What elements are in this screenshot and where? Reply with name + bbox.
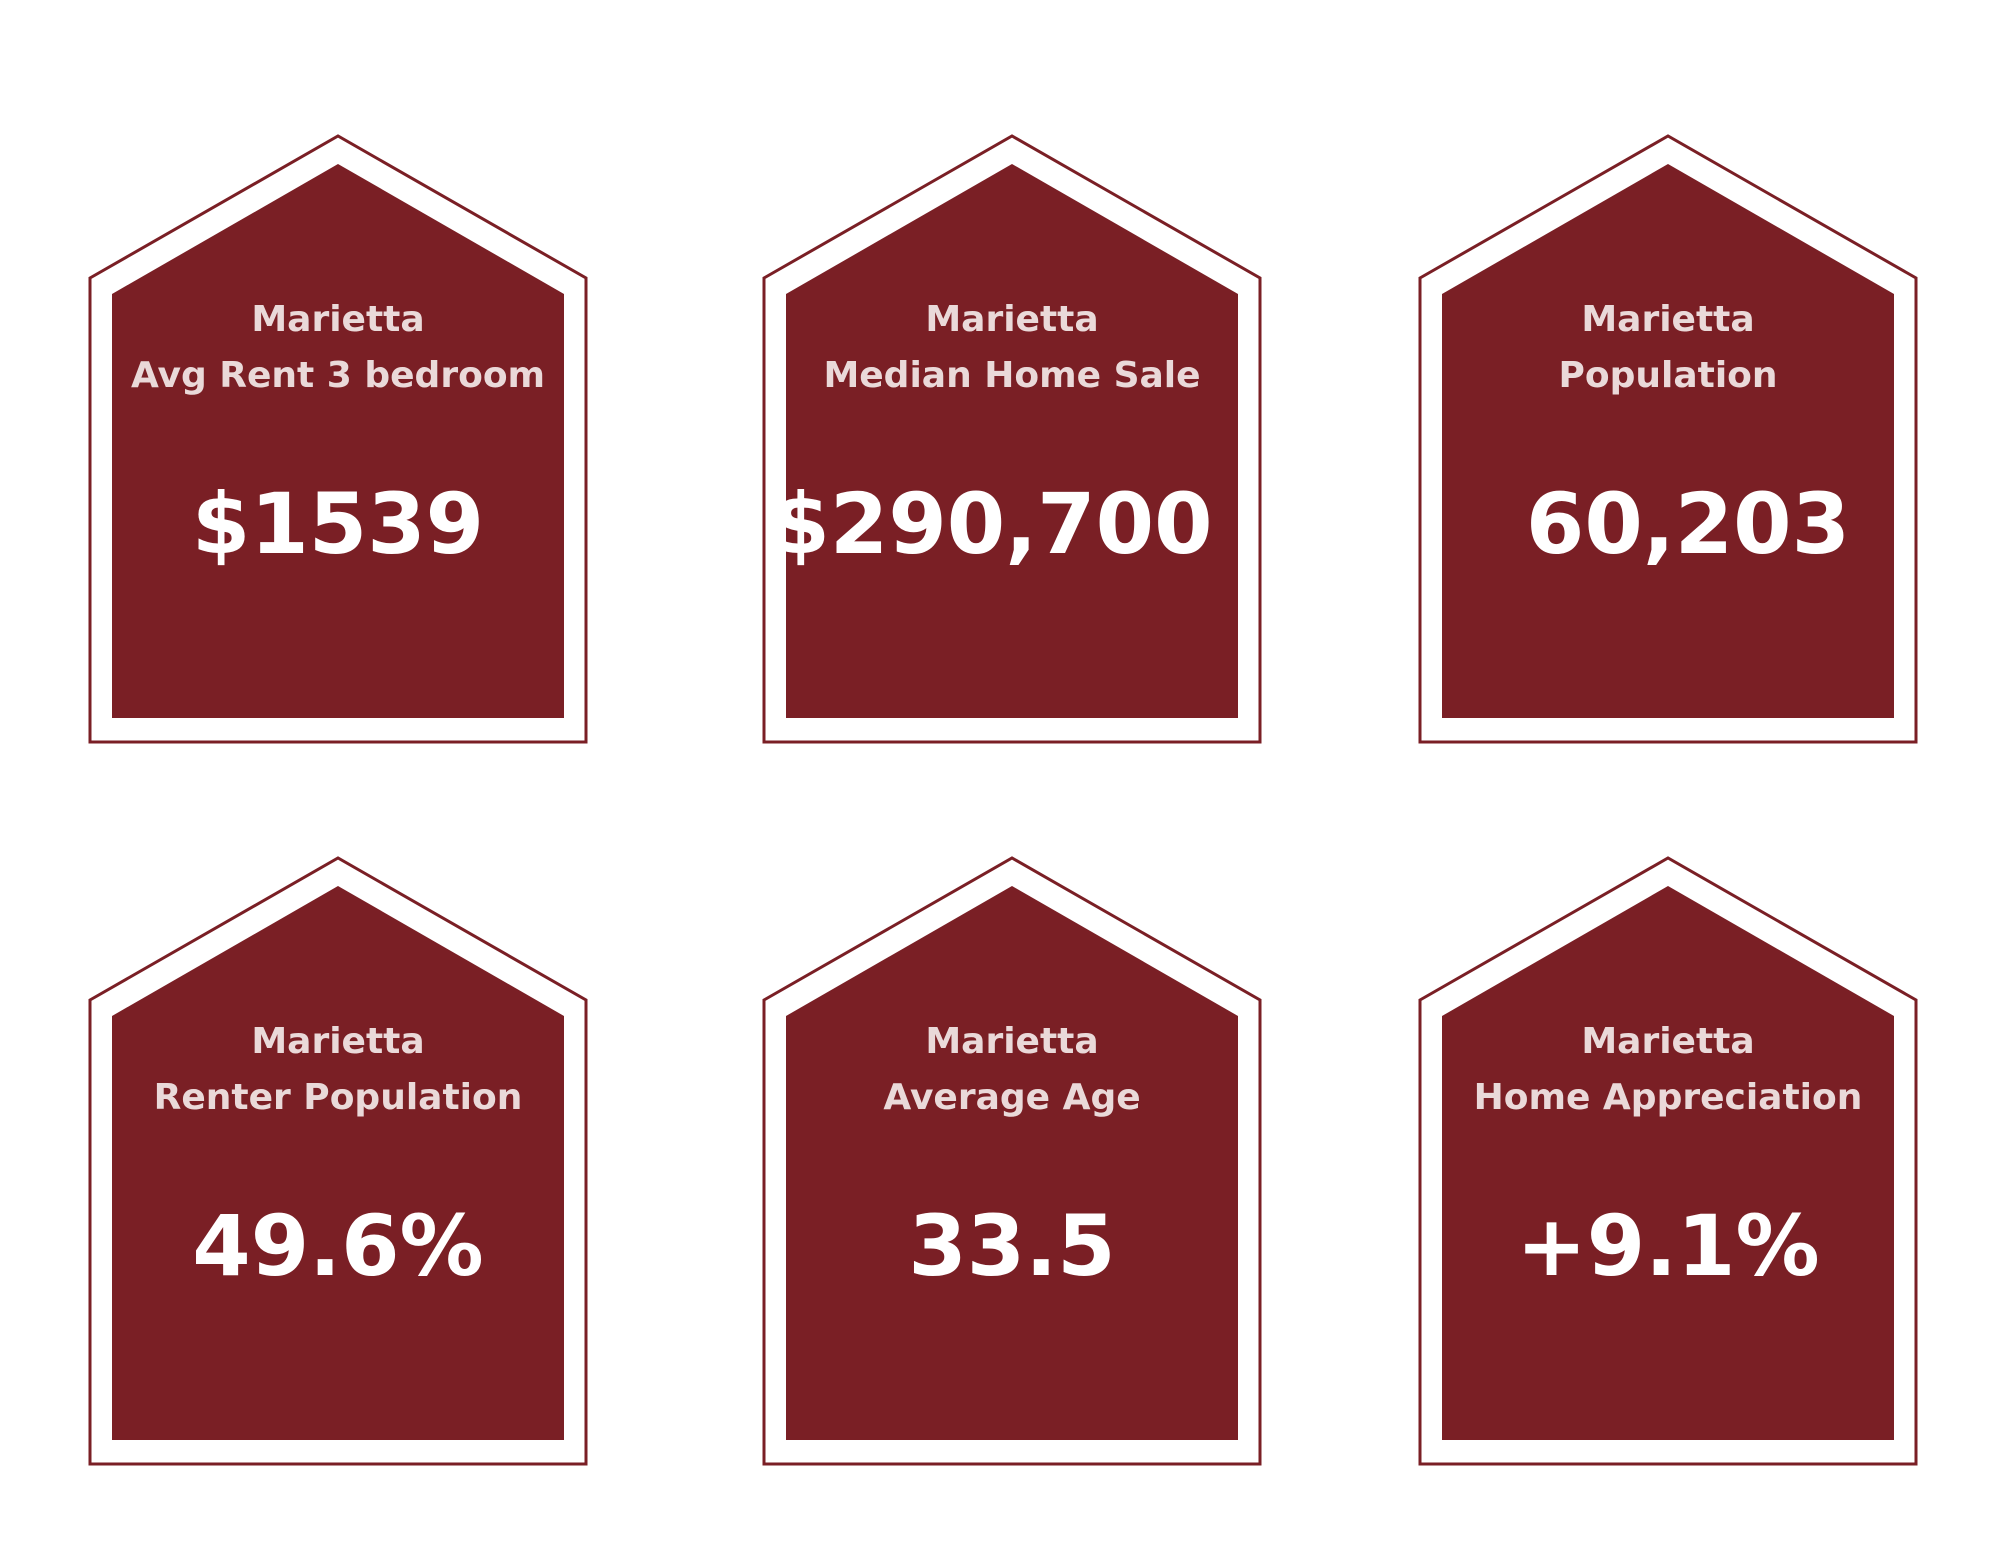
stat-label: Marietta Renter Population: [128, 1014, 548, 1126]
stat-value: 60,203: [1525, 475, 1851, 573]
stat-card-home-appreciation: Marietta Home Appreciation +9.1%: [1418, 856, 1918, 1466]
stat-value: 33.5: [908, 1197, 1116, 1295]
stat-metric: Population: [1558, 355, 1778, 396]
house-shape-icon: [762, 856, 1262, 1466]
stat-metric: Home Appreciation: [1473, 1077, 1863, 1118]
stat-label: Marietta Population: [1458, 292, 1878, 404]
stat-value: $290,700: [771, 475, 1213, 573]
stat-city: Marietta: [925, 299, 1099, 340]
stat-card-median-home-sale: Marietta Median Home Sale $290,700: [762, 134, 1262, 744]
house-shape-icon: [1418, 134, 1918, 744]
stat-card-average-age: Marietta Average Age 33.5: [762, 856, 1262, 1466]
house-shape-icon: [1418, 856, 1918, 1466]
stat-metric: Average Age: [883, 1077, 1141, 1118]
stat-card-avg-rent: Marietta Avg Rent 3 bedroom $1539: [88, 134, 588, 744]
stat-metric: Median Home Sale: [823, 355, 1201, 396]
stat-card-renter-population: Marietta Renter Population 49.6%: [88, 856, 588, 1466]
stat-metric: Avg Rent 3 bedroom: [130, 355, 546, 396]
house-shape-icon: [88, 856, 588, 1466]
stat-metric: Renter Population: [153, 1077, 523, 1118]
house-shape-icon: [762, 134, 1262, 744]
stat-city: Marietta: [251, 299, 425, 340]
stat-city: Marietta: [925, 1021, 1099, 1062]
stat-value: 49.6%: [192, 1197, 484, 1295]
stat-city: Marietta: [1581, 299, 1755, 340]
stat-value: $1539: [191, 475, 485, 573]
stat-label: Marietta Avg Rent 3 bedroom: [128, 292, 548, 404]
stat-value: +9.1%: [1516, 1197, 1820, 1295]
house-shape-icon: [88, 134, 588, 744]
stat-label: Marietta Average Age: [802, 1014, 1222, 1126]
stat-label: Marietta Home Appreciation: [1458, 1014, 1878, 1126]
stat-city: Marietta: [251, 1021, 425, 1062]
stat-city: Marietta: [1581, 1021, 1755, 1062]
stat-label: Marietta Median Home Sale: [802, 292, 1222, 404]
stat-card-population: Marietta Population 60,203: [1418, 134, 1918, 744]
